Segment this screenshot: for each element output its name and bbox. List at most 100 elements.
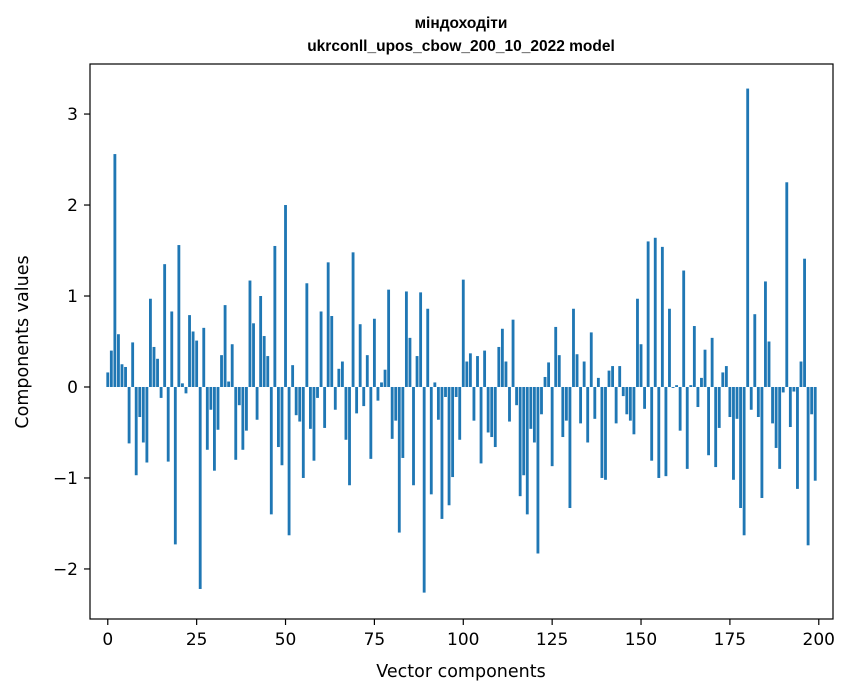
x-tick-label: 25 — [186, 630, 208, 650]
bar — [596, 377, 600, 387]
bar — [312, 386, 316, 461]
bar — [536, 386, 540, 554]
bar — [746, 88, 750, 387]
chart-subtitle: ukrconll_upos_cbow_200_10_2022 model — [307, 38, 615, 55]
bar — [764, 281, 767, 387]
bar — [547, 362, 551, 387]
bar — [404, 291, 408, 387]
bar — [195, 340, 199, 387]
bar — [152, 346, 156, 387]
bar — [568, 386, 572, 508]
bar — [188, 315, 191, 387]
bar — [650, 386, 654, 461]
y-tick-label: 3 — [67, 105, 78, 125]
bar — [593, 386, 597, 419]
bar — [614, 386, 618, 424]
bar — [796, 386, 799, 489]
bar — [685, 386, 689, 469]
bar — [241, 386, 245, 450]
bar — [358, 324, 362, 387]
bar — [739, 386, 742, 508]
bar — [408, 337, 412, 387]
bar — [724, 366, 728, 387]
bar — [664, 386, 668, 477]
bar — [209, 386, 213, 410]
bar — [117, 334, 120, 387]
bar — [173, 386, 177, 545]
bar — [454, 386, 458, 397]
bar — [522, 386, 526, 476]
bar — [426, 308, 430, 387]
bar — [131, 342, 135, 387]
bar — [344, 386, 348, 440]
bar — [141, 386, 145, 443]
y-tick-label: −2 — [53, 560, 78, 580]
bar — [810, 386, 814, 415]
bar — [532, 386, 536, 443]
bar — [660, 246, 664, 387]
bar — [692, 326, 696, 387]
bar — [518, 386, 522, 497]
bar — [237, 386, 241, 406]
bar — [646, 241, 650, 387]
bar — [493, 386, 497, 448]
bar — [653, 237, 657, 387]
bar — [525, 386, 529, 515]
bar — [700, 377, 703, 387]
bar — [447, 386, 451, 506]
bar — [440, 386, 444, 519]
bar — [177, 245, 181, 387]
bar — [415, 356, 419, 387]
bar — [248, 280, 252, 387]
bar — [412, 386, 415, 486]
bar — [159, 386, 163, 398]
bar — [710, 337, 714, 387]
bar — [387, 289, 391, 387]
bar — [582, 361, 586, 387]
bar — [714, 386, 718, 468]
bar — [262, 336, 266, 387]
bar — [255, 386, 259, 420]
bar — [376, 386, 380, 401]
bar — [383, 369, 387, 387]
bar — [419, 292, 423, 387]
bar — [586, 386, 590, 443]
bar — [227, 381, 231, 387]
bar — [625, 386, 629, 415]
bar — [166, 386, 170, 462]
bar — [340, 361, 344, 387]
bar — [643, 386, 646, 409]
bar — [444, 386, 447, 397]
bar — [198, 386, 202, 589]
bar — [618, 366, 622, 387]
bar — [781, 386, 785, 393]
y-axis-label: Components values — [13, 255, 33, 428]
bar — [561, 386, 565, 438]
bar — [245, 386, 248, 431]
bar — [632, 386, 636, 435]
bar — [682, 270, 686, 387]
bar — [639, 344, 643, 387]
bar — [124, 366, 127, 387]
bar — [621, 386, 625, 397]
bar — [134, 386, 138, 476]
bar — [543, 376, 547, 387]
bar — [572, 308, 575, 387]
bar — [294, 386, 298, 416]
bar — [600, 386, 604, 478]
bar — [728, 386, 732, 418]
bar — [308, 386, 312, 429]
bar — [305, 283, 309, 387]
bar — [220, 355, 223, 387]
plot-frame — [89, 63, 834, 620]
bar — [326, 262, 330, 387]
bar — [397, 386, 401, 533]
bar — [813, 386, 817, 481]
bar — [213, 386, 216, 471]
bar — [394, 386, 398, 421]
bar — [753, 314, 757, 387]
x-tick-label: 75 — [364, 630, 386, 650]
bar — [156, 358, 159, 387]
bar — [472, 386, 476, 421]
bar — [607, 370, 611, 387]
